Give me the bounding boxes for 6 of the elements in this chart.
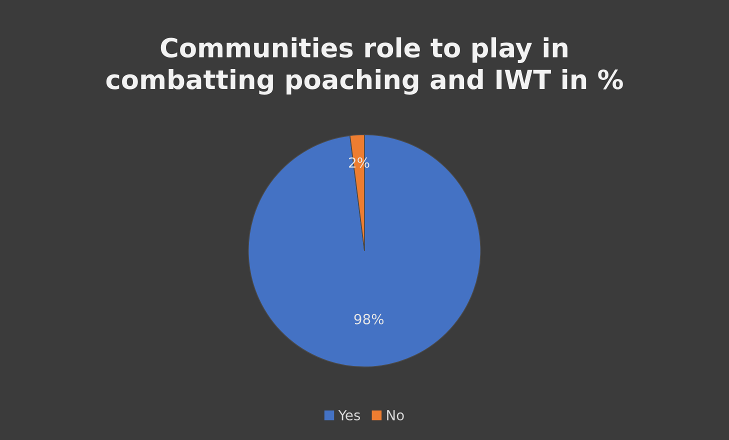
chart-title: Communities role to play in combatting poaching and IWT in % xyxy=(106,37,623,95)
data-label: 98% xyxy=(354,314,384,324)
legend-label: No xyxy=(387,410,404,420)
legend-label: Yes xyxy=(338,410,360,420)
pie-slice xyxy=(248,134,482,368)
data-label: 2% xyxy=(349,157,370,168)
